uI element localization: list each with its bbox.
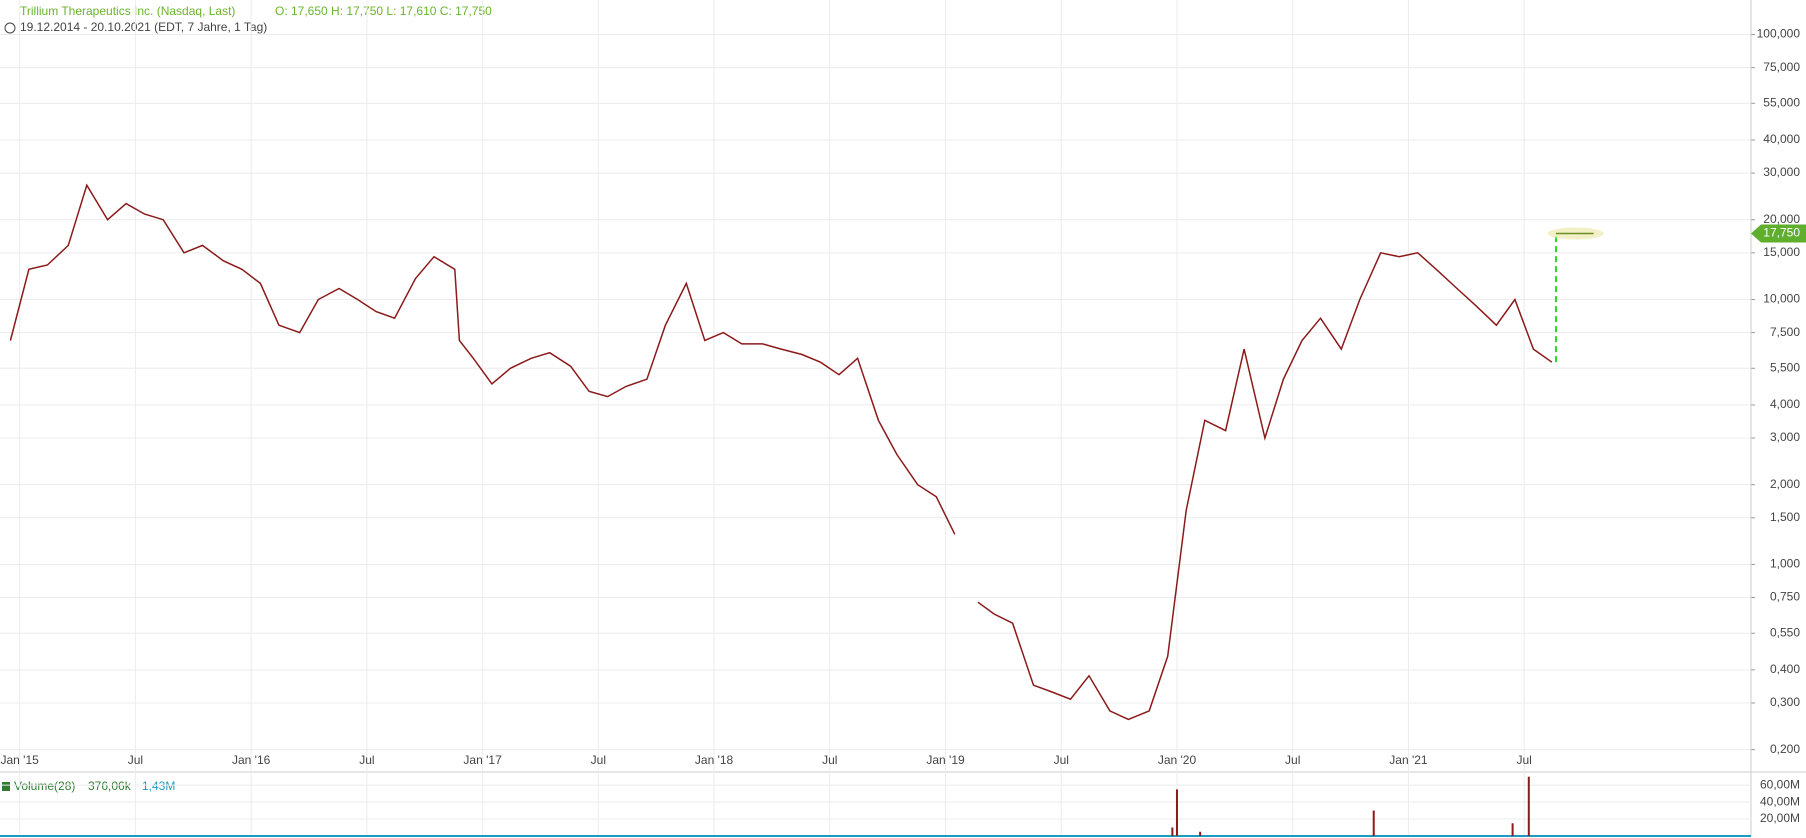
price-line [9,183,1553,721]
x-tick-label: Jan '17 [463,753,502,767]
volume-bar [1171,827,1174,836]
x-tick-label: Jan '19 [926,753,965,767]
y-tick-label: 0,300 [1770,695,1800,709]
x-tick-label: Jul [822,753,837,767]
last-price-label: 17,750 [1763,226,1800,240]
chart-title: Trillium Therapeutics Inc. (Nasdaq, Last… [20,4,235,18]
x-tick-label: Jan '20 [1158,753,1197,767]
subtitle: 19.12.2014 - 20.10.2021 (EDT, 7 Jahre, 1… [20,20,267,34]
volume-title: Volume(28) [14,779,75,793]
x-tick-label: Jul [128,753,143,767]
y-tick-label: 20,000 [1763,212,1800,226]
last-price-tag [1751,224,1806,243]
y-tick-label: 30,000 [1763,165,1800,179]
y-tick-label: 0,550 [1770,625,1800,639]
y-tick-label: 2,000 [1770,477,1800,491]
y-tick-label: 40,00M [1760,794,1800,808]
volume-bar [1175,789,1178,836]
quote: O: 17,650 H: 17,750 L: 17,610 C: 17,750 [275,4,492,18]
x-tick-label: Jul [1516,753,1531,767]
y-tick-label: 75,000 [1763,60,1800,74]
y-tick-label: 1,000 [1770,557,1800,571]
y-tick-label: 4,000 [1770,397,1800,411]
y-tick-label: 3,000 [1770,430,1800,444]
volume-bar [1199,831,1202,836]
y-tick-label: 55,000 [1763,95,1800,109]
volume-bar [1372,810,1375,836]
y-tick-label: 20,00M [1760,811,1800,825]
y-tick-label: 0,750 [1770,590,1800,604]
y-tick-label: 7,500 [1770,325,1800,339]
x-tick-label: Jul [1054,753,1069,767]
volume-stat: 376,06k [88,779,132,793]
x-tick-label: Jan '21 [1389,753,1428,767]
volume-icon [2,782,10,791]
y-tick-label: 10,000 [1763,292,1800,306]
x-tick-label: Jan '15 [1,753,40,767]
clock-icon [4,22,16,34]
y-tick-label: 40,000 [1763,132,1800,146]
x-tick-label: Jul [359,753,374,767]
x-tick-label: Jan '18 [695,753,734,767]
y-tick-label: 0,200 [1770,742,1800,756]
x-tick-label: Jan '16 [232,753,271,767]
y-tick-label: 60,00M [1760,777,1800,791]
volume-stat: 1,43M [142,779,175,793]
y-tick-label: 0,400 [1770,662,1800,676]
volume-bar [1511,823,1514,836]
x-tick-label: Jul [1285,753,1300,767]
y-tick-label: 15,000 [1763,245,1800,259]
y-tick-label: 100,000 [1757,27,1801,41]
volume-bar [1527,776,1530,836]
y-tick-label: 5,500 [1770,360,1800,374]
x-tick-label: Jul [591,753,606,767]
y-tick-label: 1,500 [1770,510,1800,524]
